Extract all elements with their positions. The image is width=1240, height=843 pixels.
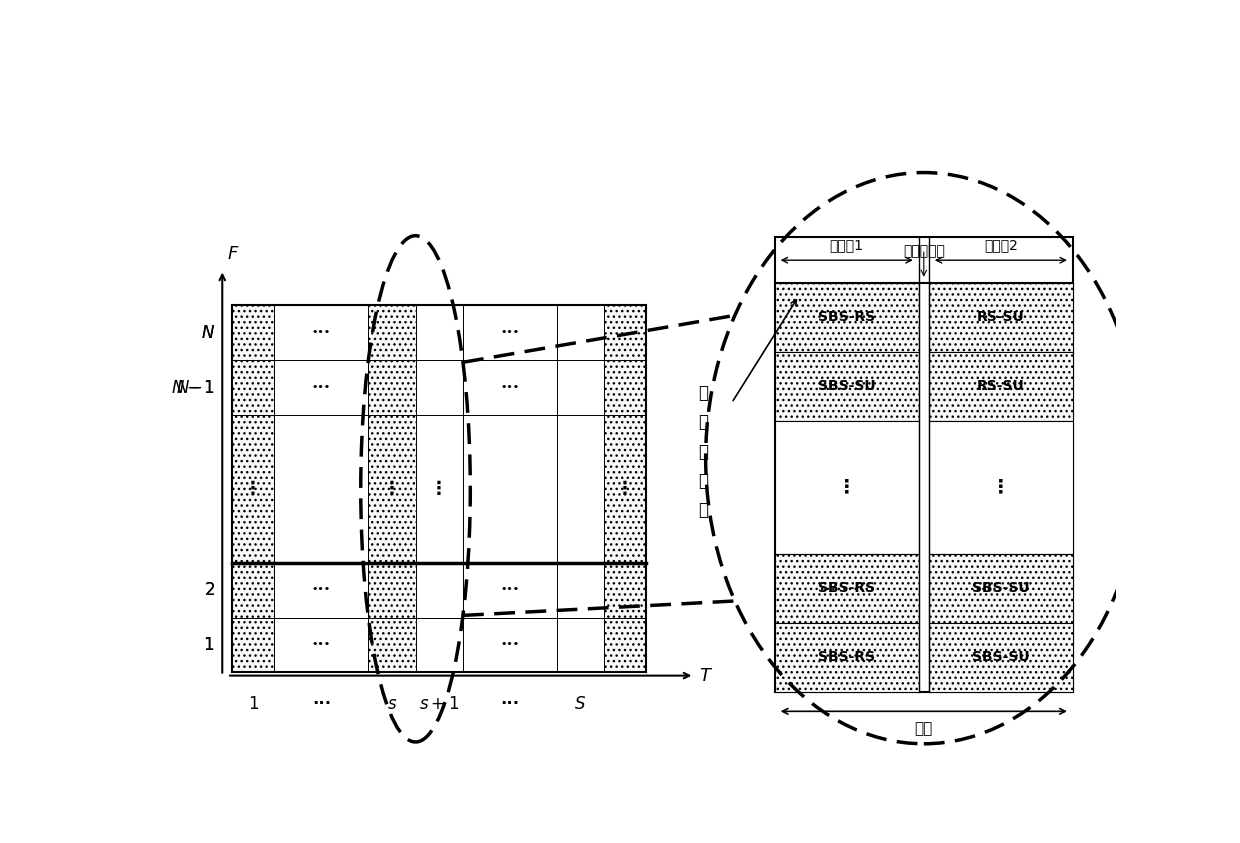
Text: ···: ··· — [311, 379, 331, 396]
Bar — [415, 415, 463, 562]
Text: SBS-RS: SBS-RS — [818, 651, 875, 664]
Bar — [775, 238, 1073, 692]
Bar — [929, 352, 1073, 421]
Text: ⋮: ⋮ — [837, 478, 857, 497]
Bar — [557, 305, 604, 360]
Bar — [368, 360, 415, 415]
Text: $\mathit{N-1}$: $\mathit{N-1}$ — [171, 379, 215, 396]
Text: ⋮: ⋮ — [244, 480, 262, 498]
Bar — [463, 305, 557, 360]
Text: $\mathit{T}$: $\mathit{T}$ — [699, 667, 713, 685]
Text: SBS-SU: SBS-SU — [972, 651, 1029, 664]
Bar — [232, 415, 274, 562]
Bar — [929, 623, 1073, 692]
Bar — [368, 562, 415, 618]
Text: 子时隕1: 子时隕1 — [830, 239, 864, 252]
Text: $\mathit{S}$: $\mathit{S}$ — [574, 695, 587, 713]
Bar — [232, 360, 274, 415]
Text: ···: ··· — [311, 636, 331, 654]
Text: ⋮: ⋮ — [383, 480, 401, 498]
Bar — [274, 618, 368, 673]
Text: $\mathit{1}$: $\mathit{1}$ — [203, 636, 215, 654]
Text: RS-SU: RS-SU — [977, 310, 1024, 325]
Bar — [929, 554, 1073, 623]
Bar — [604, 305, 646, 360]
Bar — [557, 360, 604, 415]
Bar — [274, 415, 368, 562]
Bar — [415, 360, 463, 415]
Text: RS-SU: RS-SU — [977, 379, 1024, 394]
Text: $\mathit{1}$: $\mathit{1}$ — [203, 636, 215, 654]
Text: $\mathit{2}$: $\mathit{2}$ — [203, 581, 215, 599]
Bar — [604, 415, 646, 562]
Bar — [775, 283, 919, 352]
Text: SBS-SU: SBS-SU — [972, 582, 1029, 595]
Text: 时隙: 时隙 — [915, 721, 932, 736]
Bar — [274, 305, 368, 360]
Text: $\mathit{s+1}$: $\mathit{s+1}$ — [419, 695, 459, 713]
Text: 时
频
资
源
块: 时 频 资 源 块 — [698, 384, 708, 519]
Bar — [274, 360, 368, 415]
Bar — [775, 554, 919, 623]
Text: ···: ··· — [311, 581, 331, 599]
Text: $N\!-\!1$: $N\!-\!1$ — [176, 379, 215, 396]
Text: ⋮: ⋮ — [616, 480, 634, 498]
Text: 子时隕2: 子时隕2 — [985, 239, 1018, 252]
Bar — [463, 360, 557, 415]
Bar — [557, 562, 604, 618]
Text: ···: ··· — [500, 324, 520, 341]
Text: SBS-RS: SBS-RS — [818, 310, 875, 325]
Bar — [604, 360, 646, 415]
Text: ⋮: ⋮ — [430, 480, 448, 498]
Text: ···: ··· — [500, 581, 520, 599]
Bar — [232, 562, 274, 618]
Text: $N$: $N$ — [201, 324, 215, 341]
Bar — [232, 618, 274, 673]
Text: $\mathit{N}$: $\mathit{N}$ — [201, 324, 215, 341]
Bar — [415, 305, 463, 360]
Bar — [929, 283, 1073, 352]
Text: $\mathit{2}$: $\mathit{2}$ — [203, 581, 215, 599]
Text: 保护间隔带: 保护间隔带 — [903, 244, 945, 258]
Bar — [557, 415, 604, 562]
Bar — [415, 618, 463, 673]
Bar — [368, 415, 415, 562]
Bar — [604, 562, 646, 618]
Bar — [463, 415, 557, 562]
Bar — [274, 562, 368, 618]
Bar — [415, 562, 463, 618]
Bar — [368, 618, 415, 673]
Bar — [775, 623, 919, 692]
Bar — [463, 562, 557, 618]
Text: ···: ··· — [500, 695, 520, 713]
Bar — [463, 618, 557, 673]
Bar — [775, 421, 919, 554]
Text: SBS-SU: SBS-SU — [818, 379, 875, 394]
Text: $\mathit{s}$: $\mathit{s}$ — [387, 695, 397, 713]
Text: $\mathit{1}$: $\mathit{1}$ — [248, 695, 259, 713]
Text: ···: ··· — [500, 379, 520, 396]
Bar — [604, 618, 646, 673]
Text: SBS-RS: SBS-RS — [818, 582, 875, 595]
Text: $\mathit{F}$: $\mathit{F}$ — [227, 245, 239, 263]
Text: ···: ··· — [311, 324, 331, 341]
Text: ···: ··· — [500, 636, 520, 654]
Bar — [557, 618, 604, 673]
Bar — [232, 305, 274, 360]
Text: ⋮: ⋮ — [991, 478, 1011, 497]
Bar — [775, 352, 919, 421]
Bar — [929, 421, 1073, 554]
Bar — [368, 305, 415, 360]
Text: ···: ··· — [311, 695, 331, 713]
